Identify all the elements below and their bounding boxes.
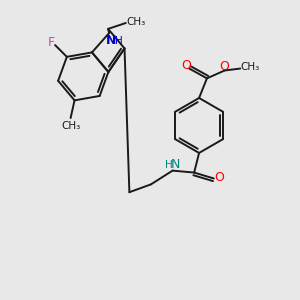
Text: O: O	[182, 59, 191, 72]
Text: O: O	[220, 60, 230, 73]
Text: CH₃: CH₃	[126, 17, 145, 27]
Text: H: H	[115, 36, 123, 46]
Text: N: N	[106, 34, 116, 47]
Text: CH₃: CH₃	[241, 61, 260, 72]
Text: CH₃: CH₃	[61, 121, 80, 131]
Text: H: H	[165, 160, 172, 170]
Text: O: O	[214, 171, 224, 184]
Text: F: F	[48, 36, 55, 49]
Text: N: N	[171, 158, 180, 171]
